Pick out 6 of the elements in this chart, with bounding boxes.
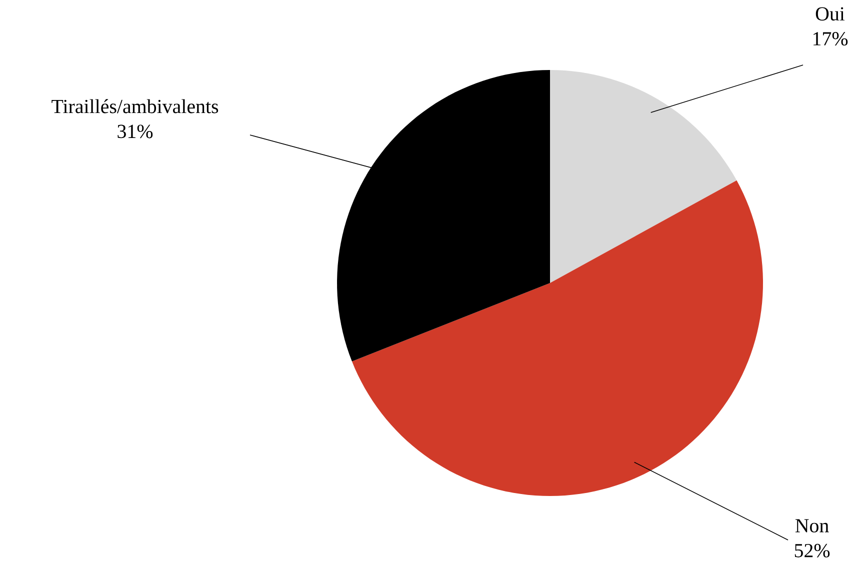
data-label: 52% (794, 544, 830, 558)
slice-label: Oui (816, 7, 845, 21)
data-label: 17% (814, 32, 848, 46)
slice-label: Tiraillés/ambivalents (52, 99, 218, 114)
data-label: 31% (118, 124, 153, 138)
slice-label: Non (795, 519, 829, 532)
